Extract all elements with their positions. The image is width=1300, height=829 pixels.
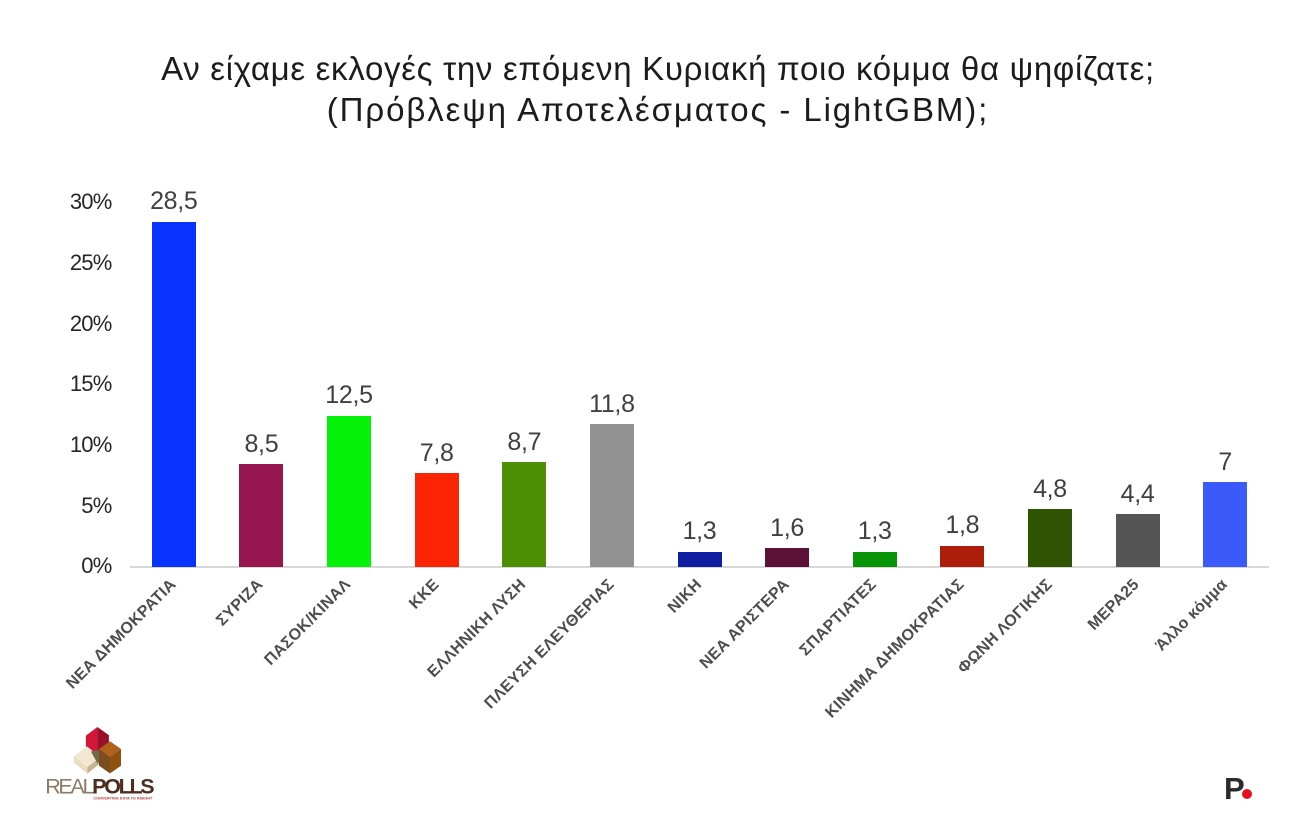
svg-text:REALPOLLS: REALPOLLS xyxy=(45,775,154,799)
svg-text:CONVERTING DATA TO INSIGHT: CONVERTING DATA TO INSIGHT xyxy=(93,797,153,801)
